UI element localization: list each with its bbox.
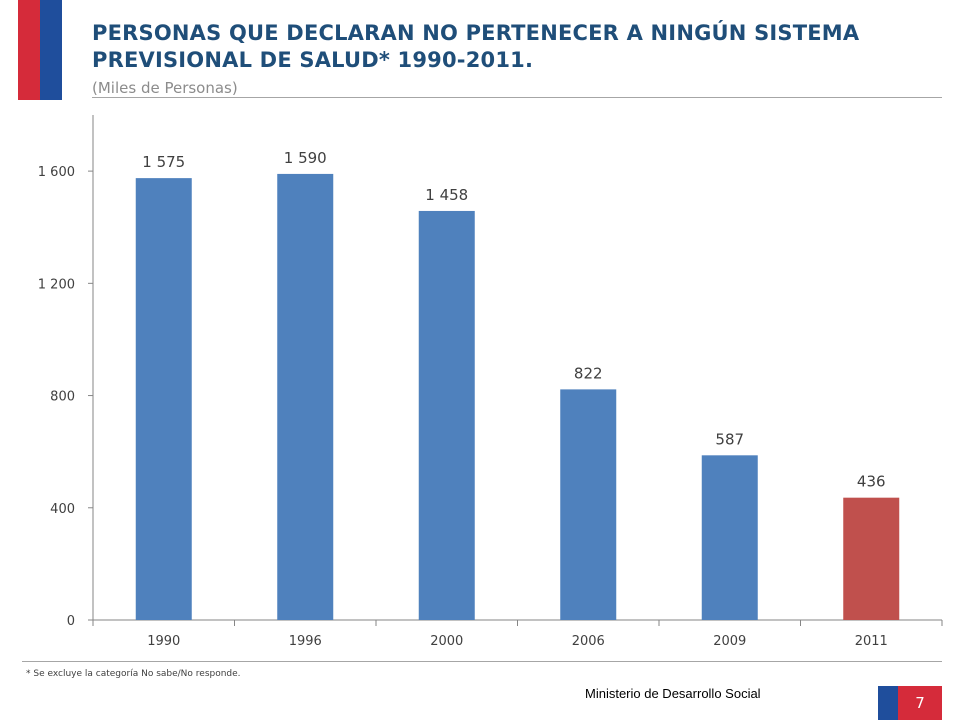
x-tick-label-1996: 1996: [289, 634, 322, 649]
page-subtitle: (Miles de Personas): [92, 79, 238, 97]
bar-2009: [701, 455, 758, 620]
footer-divider: [22, 661, 942, 662]
y-tick-label: 800: [50, 390, 75, 405]
badge-blue-block: [878, 686, 898, 720]
x-tick-label-2009: 2009: [713, 634, 746, 649]
y-tick-label: 1 600: [38, 165, 75, 180]
data-label-2000: 1 458: [425, 186, 468, 204]
data-label-2009: 587: [715, 430, 744, 448]
page-number-badge: 7: [878, 686, 942, 720]
footnote: * Se excluye la categoría No sabe/No res…: [26, 669, 241, 679]
y-tick-label: 400: [50, 502, 75, 517]
bar-1996: [277, 173, 334, 620]
x-tick-label-2006: 2006: [572, 634, 605, 649]
bar-1990: [135, 178, 192, 620]
bar-chart: 0 400 800 1 200 1 600 1 575 1990 1 590 1996 1 458…: [38, 115, 943, 649]
data-label-1990: 1 575: [142, 153, 185, 171]
data-label-2006: 822: [574, 364, 603, 382]
x-tick-label-1990: 1990: [147, 634, 180, 649]
bar-2000: [418, 210, 475, 620]
x-tick-label-2011: 2011: [855, 634, 888, 649]
flag-logo: [18, 0, 62, 100]
page-title: PERSONAS QUE DECLARAN NO PERTENECER A NI…: [92, 21, 860, 72]
bar-2006: [560, 389, 617, 620]
x-tick-label-2000: 2000: [430, 634, 463, 649]
data-label-1996: 1 590: [284, 149, 327, 167]
y-tick-label: 0: [67, 614, 75, 629]
page-number: 7: [898, 686, 942, 720]
ministry-name: Ministerio de Desarrollo Social: [585, 686, 761, 701]
title-divider: [92, 97, 942, 98]
y-tick-label: 1 200: [38, 277, 75, 292]
flag-blue-stripe: [40, 0, 62, 100]
flag-red-stripe: [18, 0, 40, 100]
bar-2011: [843, 497, 900, 620]
data-label-2011: 436: [857, 473, 886, 491]
